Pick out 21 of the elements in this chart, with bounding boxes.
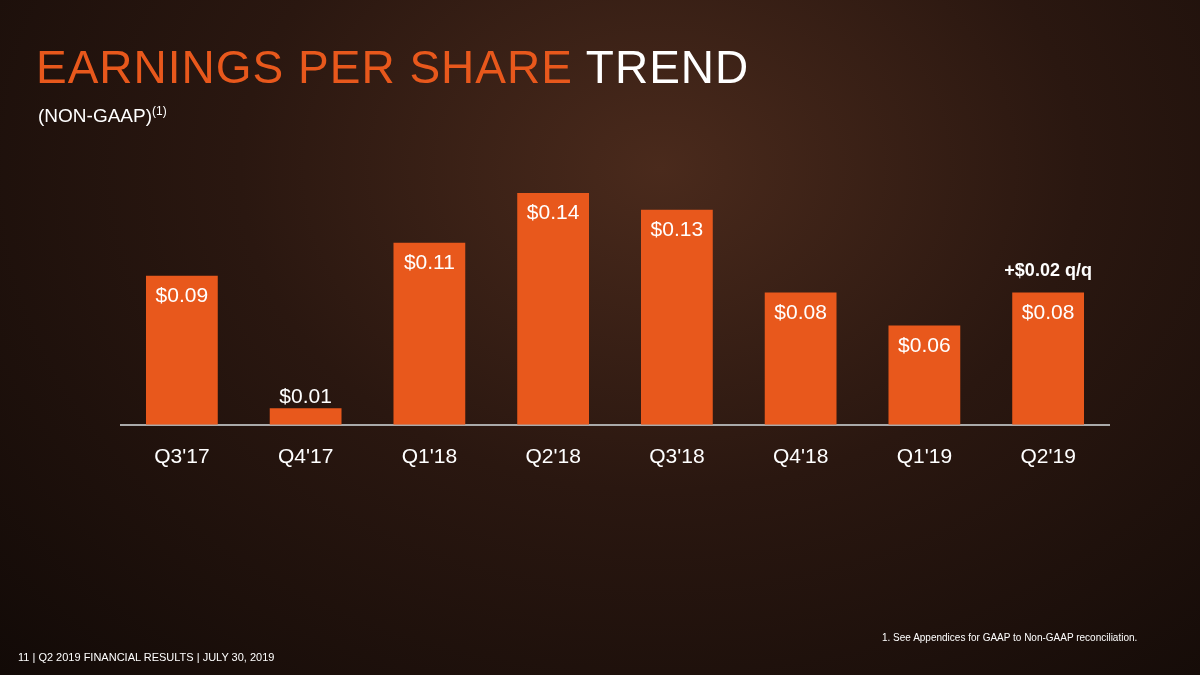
x-tick-label: Q4'17 (277, 444, 334, 468)
annotation: +$0.02 q/q (1004, 260, 1092, 281)
x-tick-label: Q4'18 (772, 444, 829, 468)
data-label: $0.09 (155, 283, 209, 307)
x-tick-label: Q3'18 (649, 444, 705, 468)
x-tick-label: Q3'17 (154, 444, 210, 468)
data-label: $0.11 (403, 250, 455, 274)
data-label: $0.06 (898, 332, 951, 356)
text: 11 | Q2 2019 FINANCIAL RESULTS | JULY 30, 2019 (18, 651, 275, 663)
x-tick-label: Q1'18 (401, 444, 458, 468)
text: 1. See Appendices for GAAP to Non-GAAP reconciliation. (882, 632, 1138, 643)
x-tick-label: Q2'19 (1020, 444, 1076, 468)
x-tick-label: Q2'18 (525, 444, 581, 468)
chart-title: EARNINGS PER SHARE TREND (36, 40, 750, 94)
data-label: $0.01 (279, 383, 332, 407)
chart-subtitle: (NON-GAAP)$^{(1)}$ (38, 104, 167, 128)
data-label: $0.08 (1021, 299, 1075, 323)
x-tick-label: Q1'19 (896, 444, 953, 468)
data-label: $0.08 (774, 299, 827, 323)
data-label: $0.14 (526, 200, 580, 224)
data-label: $0.13 (650, 216, 704, 240)
